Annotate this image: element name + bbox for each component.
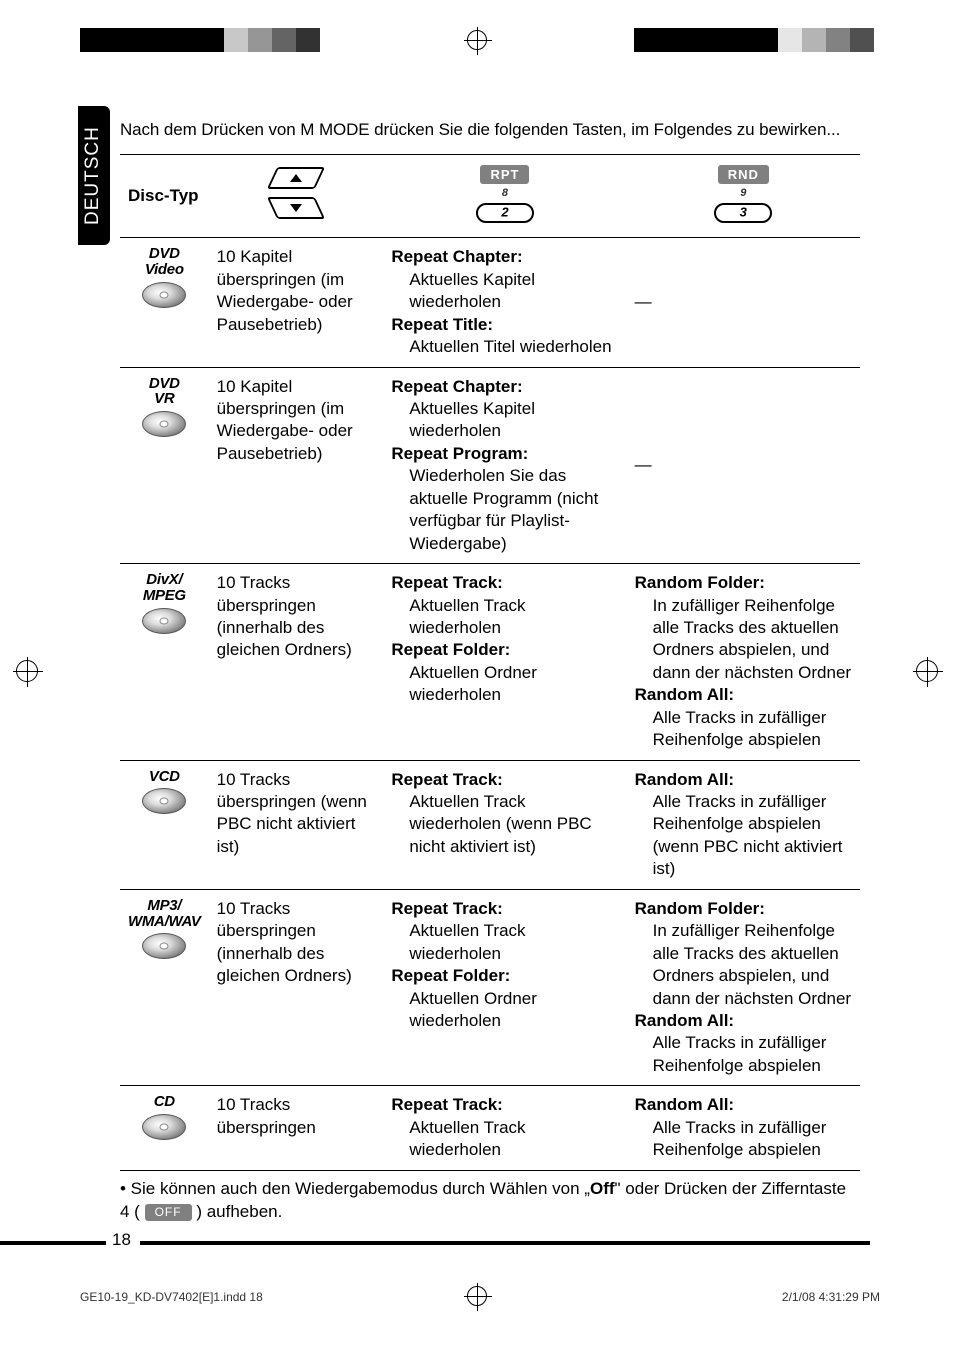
repeat-cell: Repeat Chapter:Aktuelles Kapitel wiederh…: [383, 367, 626, 564]
skip-cell: 10 Tracks überspringen (wenn PBC nicht a…: [209, 760, 384, 889]
page-bar-left: [0, 1241, 106, 1245]
header-rnd: RND 9 3: [627, 155, 860, 238]
footer-right: 2/1/08 4:31:29 PM: [782, 1290, 880, 1304]
random-cell: Random All:Alle Tracks in zufälliger Rei…: [627, 1086, 860, 1170]
key-2-icon: 2: [476, 203, 534, 223]
repeat-cell: Repeat Track:Aktuellen Track wiederholen…: [383, 760, 626, 889]
table-row: DVDVR10 Kapitel überspringen (im Wiederg…: [120, 367, 860, 564]
disc-icon: [142, 608, 186, 634]
disc-type-cell: DVDVR: [120, 367, 209, 564]
header-arrows: [209, 155, 384, 238]
table-row: MP3/WMA/WAV10 Tracks überspringen (inner…: [120, 889, 860, 1086]
repeat-cell: Repeat Chapter:Aktuelles Kapitel wiederh…: [383, 238, 626, 367]
mode-table: Disc-Typ RPT 8 2 RND 9 3 DVDVideo10 Kapi…: [120, 154, 860, 1171]
rpt-number: 8: [391, 186, 618, 201]
disc-label: DivX/MPEG: [128, 572, 201, 604]
disc-label: CD: [128, 1094, 201, 1110]
arrow-up-icon: [267, 167, 325, 189]
random-cell: Random Folder:In zufälliger Reihenfolge …: [627, 889, 860, 1086]
disc-type-cell: DivX/MPEG: [120, 564, 209, 761]
footer-left: GE10-19_KD-DV7402[E]1.indd 18: [80, 1290, 263, 1304]
disc-label: DVDVR: [128, 376, 201, 408]
header-disctype: Disc-Typ: [120, 155, 209, 238]
intro-text: Nach dem Drücken von M MODE drücken Sie …: [120, 120, 860, 140]
registration-marks-top: [0, 28, 954, 68]
color-bars-right: [634, 28, 874, 52]
page-bar-right: [140, 1241, 870, 1245]
disc-icon: [142, 933, 186, 959]
registration-target-right-icon: [916, 660, 938, 682]
table-row: DVDVideo10 Kapitel überspringen (im Wied…: [120, 238, 860, 367]
disc-type-cell: DVDVideo: [120, 238, 209, 367]
registration-target-left-icon: [16, 660, 38, 682]
disc-type-cell: CD: [120, 1086, 209, 1170]
arrow-down-icon: [267, 197, 325, 219]
skip-cell: 10 Tracks überspringen: [209, 1086, 384, 1170]
registration-target-bottom-icon: [467, 1286, 487, 1306]
rnd-pill: RND: [718, 165, 769, 184]
disc-icon: [142, 411, 186, 437]
disc-label: DVDVideo: [128, 246, 201, 278]
skip-cell: 10 Tracks überspringen (innerhalb des gl…: [209, 564, 384, 761]
off-pill: OFF: [145, 1204, 192, 1221]
repeat-cell: Repeat Track:Aktuellen Track wiederholen…: [383, 889, 626, 1086]
registration-target-icon: [467, 30, 487, 50]
random-cell: Random All:Alle Tracks in zufälliger Rei…: [627, 760, 860, 889]
disc-icon: [142, 788, 186, 814]
color-bars-left: [80, 28, 320, 52]
disc-type-cell: VCD: [120, 760, 209, 889]
skip-cell: 10 Kapitel überspringen (im Wiedergabe- …: [209, 238, 384, 367]
random-cell: Random Folder:In zufälliger Reihenfolge …: [627, 564, 860, 761]
rpt-pill: RPT: [480, 165, 529, 184]
table-row: VCD 10 Tracks überspringen (wenn PBC nich…: [120, 760, 860, 889]
repeat-cell: Repeat Track:Aktuellen Track wiederholen…: [383, 564, 626, 761]
rnd-number: 9: [635, 186, 852, 201]
repeat-cell: Repeat Track:Aktuellen Track wiederholen: [383, 1086, 626, 1170]
footnote: • Sie können auch den Wiedergabemodus du…: [120, 1177, 860, 1225]
table-row: DivX/MPEG10 Tracks überspringen (innerha…: [120, 564, 860, 761]
page-number: 18: [112, 1230, 131, 1250]
disc-icon: [142, 282, 186, 308]
random-cell: —: [627, 238, 860, 367]
disc-label: VCD: [128, 769, 201, 785]
language-tab: DEUTSCH: [78, 106, 110, 245]
disc-icon: [142, 1114, 186, 1140]
table-row: CD 10 Tracks überspringenRepeat Track:Akt…: [120, 1086, 860, 1170]
disc-label: MP3/WMA/WAV: [128, 898, 201, 930]
random-cell: —: [627, 367, 860, 564]
skip-cell: 10 Tracks überspringen (innerhalb des gl…: [209, 889, 384, 1086]
skip-cell: 10 Kapitel überspringen (im Wiedergabe- …: [209, 367, 384, 564]
page-content: Nach dem Drücken von M MODE drücken Sie …: [120, 120, 860, 1224]
key-3-icon: 3: [714, 203, 772, 223]
header-rpt: RPT 8 2: [383, 155, 626, 238]
disc-type-cell: MP3/WMA/WAV: [120, 889, 209, 1086]
